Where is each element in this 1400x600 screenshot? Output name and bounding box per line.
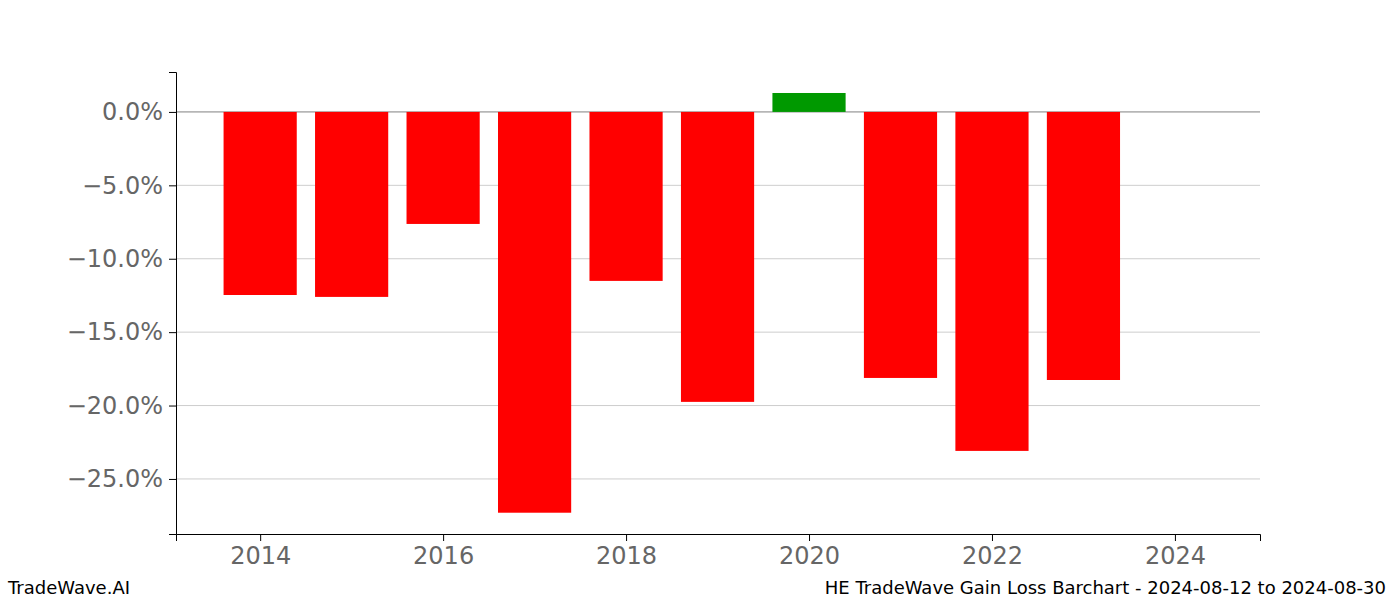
y-tick-label: 0.0% bbox=[102, 98, 163, 126]
y-tick: −15.0% bbox=[67, 318, 176, 346]
x-tick-label: 2018 bbox=[596, 542, 657, 570]
bar bbox=[315, 112, 388, 297]
y-tick-label: −25.0% bbox=[67, 465, 163, 493]
x-tick: 2024 bbox=[1145, 534, 1206, 570]
bar bbox=[681, 112, 754, 402]
bar bbox=[407, 112, 480, 224]
y-tick: −10.0% bbox=[67, 245, 176, 273]
y-tick: −20.0% bbox=[67, 392, 176, 420]
x-tick-mark bbox=[626, 534, 627, 541]
annotation: TradeWave.AI bbox=[7, 577, 130, 598]
y-tick: −5.0% bbox=[82, 172, 176, 200]
x-tick-mark bbox=[992, 534, 993, 541]
grid-line bbox=[176, 478, 1260, 479]
x-tick-mark bbox=[1175, 534, 1176, 541]
x-tick: 2014 bbox=[230, 534, 291, 570]
x-axis-line bbox=[177, 535, 1261, 542]
x-tick: 2022 bbox=[962, 534, 1023, 570]
bar bbox=[224, 112, 297, 295]
y-axis: −25.0% −20.0% −15.0% −10.0% −5.0% 0.0% bbox=[67, 73, 177, 535]
y-tick-mark bbox=[169, 406, 176, 407]
x-tick-label: 2014 bbox=[230, 542, 291, 570]
x-axis: 2014 2016 2018 2020 2022 2024 bbox=[177, 534, 1261, 570]
x-tick-label: 2020 bbox=[779, 542, 840, 570]
x-tick: 2018 bbox=[596, 534, 657, 570]
y-tick-label: −20.0% bbox=[67, 392, 163, 420]
bar bbox=[589, 112, 662, 281]
grid-line bbox=[176, 405, 1260, 406]
x-tick-mark bbox=[443, 534, 444, 541]
bar bbox=[864, 112, 937, 378]
bar bbox=[1047, 112, 1120, 380]
bars bbox=[224, 93, 1120, 513]
bar bbox=[772, 93, 845, 112]
x-tick-label: 2024 bbox=[1145, 542, 1206, 570]
x-tick: 2016 bbox=[413, 534, 474, 570]
x-tick-mark bbox=[809, 534, 810, 541]
x-tick-label: 2022 bbox=[962, 542, 1023, 570]
y-tick: −25.0% bbox=[67, 465, 176, 493]
x-tick-mark bbox=[260, 534, 261, 541]
y-tick-mark bbox=[169, 112, 176, 113]
grid bbox=[176, 112, 1260, 479]
y-tick-mark bbox=[169, 185, 176, 186]
bar bbox=[498, 112, 571, 513]
y-tick-mark bbox=[169, 479, 176, 480]
x-tick-label: 2016 bbox=[413, 542, 474, 570]
y-tick-mark bbox=[169, 332, 176, 333]
chart: −25.0%−20.0%−15.0%−10.0%−5.0%0.0%2014201… bbox=[0, 0, 1400, 600]
y-tick-label: −5.0% bbox=[82, 172, 163, 200]
x-tick: 2020 bbox=[779, 534, 840, 570]
annotation: HE TradeWave Gain Loss Barchart - 2024-0… bbox=[825, 577, 1386, 598]
y-tick-label: −15.0% bbox=[67, 318, 163, 346]
y-tick: 0.0% bbox=[102, 98, 176, 126]
y-tick-label: −10.0% bbox=[67, 245, 163, 273]
y-axis-line bbox=[169, 73, 177, 535]
y-tick-mark bbox=[169, 259, 176, 260]
bar bbox=[955, 112, 1028, 451]
